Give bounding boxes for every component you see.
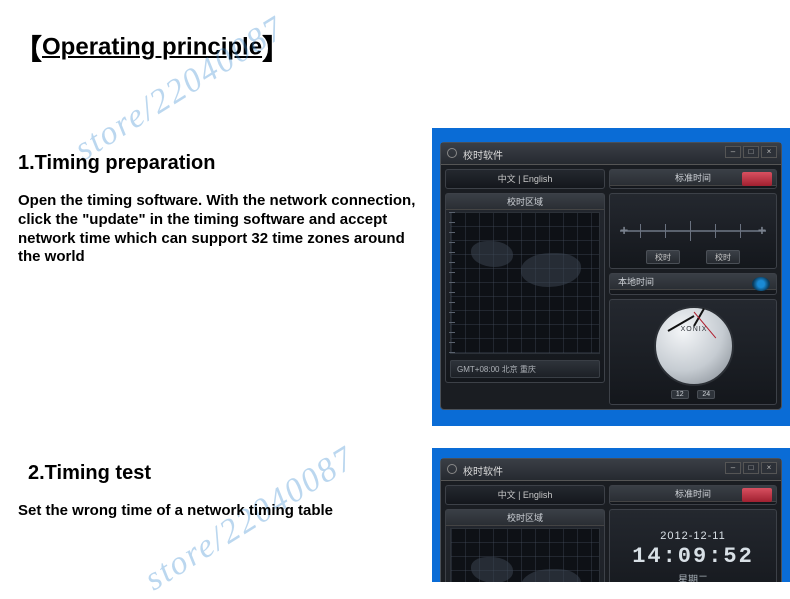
- title-text: Operating principle: [42, 33, 262, 60]
- scale-plus-icon: +: [620, 222, 628, 238]
- digital-date: 2012-12-11: [610, 530, 776, 542]
- update-button[interactable]: [742, 488, 772, 502]
- app-icon: [447, 464, 457, 474]
- mode-12-button[interactable]: 12: [671, 390, 689, 399]
- section2-body: Set the wrong time of a network timing t…: [18, 502, 418, 519]
- window-title: 校时软件: [463, 463, 503, 478]
- page-title: 【Operating principle】: [14, 28, 290, 68]
- map-landmass: [471, 241, 513, 267]
- maximize-button[interactable]: □: [743, 146, 759, 158]
- map-landmass: [521, 569, 581, 582]
- mode-24-button[interactable]: 24: [697, 390, 715, 399]
- map-landmass: [521, 253, 581, 287]
- app-window: 校时软件 – □ × 中文 | English 标准时间 校时区域 GMT+08…: [440, 142, 782, 410]
- scale-tick-center: [690, 221, 691, 241]
- scale-plus-icon: +: [758, 222, 766, 238]
- screenshot-2: 校时软件 – □ × 中文 | English 标准时间 校时区域 2012-1…: [432, 448, 790, 582]
- time-scale-panel: + + 校时 校时: [609, 193, 777, 269]
- scale-tick: [665, 224, 666, 238]
- minimize-button[interactable]: –: [725, 146, 741, 158]
- sync-button-right[interactable]: 校时: [706, 250, 740, 264]
- window-buttons: – □ ×: [725, 146, 777, 158]
- timezone-map-panel: 校时区域 GMT+08:00 北京 重庆: [445, 193, 605, 383]
- sync-button-left[interactable]: 校时: [646, 250, 680, 264]
- digital-time: 14:09:52: [610, 544, 776, 569]
- world-map[interactable]: [450, 528, 600, 582]
- digital-time-panel: 2012-12-11 14:09:52 星期二: [609, 509, 777, 582]
- app-icon: [447, 148, 457, 158]
- scale-line: [620, 230, 766, 232]
- digital-time-display: 2012-12-11 14:09:52 星期二: [610, 530, 776, 582]
- standard-time-panel: 标准时间: [609, 485, 777, 505]
- digital-day: 星期二: [610, 571, 776, 582]
- update-button[interactable]: [742, 172, 772, 186]
- language-panel: 中文 | English: [445, 169, 605, 189]
- titlebar: 校时软件 – □ ×: [441, 459, 781, 481]
- world-map[interactable]: [450, 212, 600, 354]
- titlebar: 校时软件 – □ ×: [441, 143, 781, 165]
- map-header: 校时区域: [446, 510, 604, 526]
- language-label[interactable]: 中文 | English: [446, 486, 604, 504]
- language-label[interactable]: 中文 | English: [446, 170, 604, 188]
- minimize-button[interactable]: –: [725, 462, 741, 474]
- local-time-panel: 本地时间: [609, 273, 777, 295]
- screenshot-1: 校时软件 – □ × 中文 | English 标准时间 校时区域 GMT+08…: [432, 128, 790, 426]
- standard-time-panel: 标准时间: [609, 169, 777, 189]
- scale-tick: [715, 224, 716, 238]
- section2-title: 2.Timing test: [28, 462, 151, 485]
- eye-icon[interactable]: [752, 277, 770, 291]
- map-landmass: [471, 557, 513, 582]
- clock-mode-pills: 12 24: [610, 383, 776, 401]
- clock-panel: XONIX 12 24: [609, 299, 777, 405]
- close-button[interactable]: ×: [761, 462, 777, 474]
- map-footer: GMT+08:00 北京 重庆: [450, 360, 600, 378]
- map-ruler: [449, 212, 455, 354]
- app-window: 校时软件 – □ × 中文 | English 标准时间 校时区域 2012-1…: [440, 458, 782, 582]
- scale-tick: [740, 224, 741, 238]
- section1-body: Open the timing software. With the netwo…: [18, 192, 418, 267]
- scale-tick: [640, 224, 641, 238]
- title-bracket-right: 】: [262, 28, 290, 68]
- section1-title: 1.Timing preparation: [18, 152, 215, 175]
- watermark: store/22040087: [138, 439, 362, 599]
- window-title: 校时软件: [463, 147, 503, 162]
- analog-clock: XONIX: [654, 306, 734, 386]
- close-button[interactable]: ×: [761, 146, 777, 158]
- window-buttons: – □ ×: [725, 462, 777, 474]
- title-bracket-left: 【: [14, 28, 42, 68]
- maximize-button[interactable]: □: [743, 462, 759, 474]
- language-panel: 中文 | English: [445, 485, 605, 505]
- map-header: 校时区域: [446, 194, 604, 210]
- timezone-map-panel: 校时区域: [445, 509, 605, 582]
